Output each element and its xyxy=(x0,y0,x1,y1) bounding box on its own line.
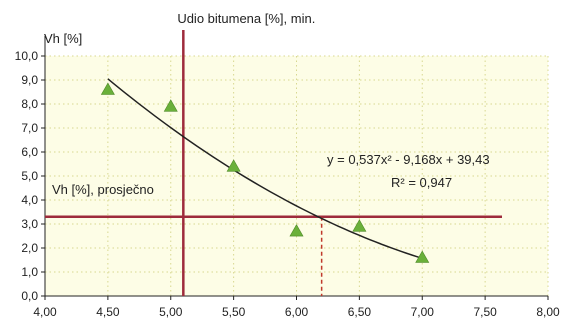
y-tick-label: 5,0 xyxy=(21,169,38,183)
x-tick-label: 4,50 xyxy=(96,305,120,319)
trendline-equation: y = 0,537x² - 9,168x + 39,43 xyxy=(327,152,490,167)
x-tick-labels: 4,00 4,50 5,00 5,50 6,00 6,50 7,00 7,50 8,00 xyxy=(33,305,560,319)
grid-lines xyxy=(45,55,549,296)
trendline-r2: R² = 0,947 xyxy=(391,175,452,190)
y-tick-label: 1,0 xyxy=(21,265,38,279)
x-tick-label: 4,00 xyxy=(33,305,57,319)
y-tick-label: 10,0 xyxy=(15,49,39,63)
reference-lines xyxy=(45,30,502,296)
y-tick-label: 9,0 xyxy=(21,73,38,87)
x-tick-label: 6,50 xyxy=(348,305,372,319)
y-tick-label: 6,0 xyxy=(21,145,38,159)
data-point xyxy=(289,224,304,237)
data-point xyxy=(352,219,367,232)
data-point xyxy=(100,82,115,95)
horizontal-line-label: Vh [%], prosječno xyxy=(52,182,154,197)
x-tick-label: 5,50 xyxy=(222,305,246,319)
y-tick-label: 0,0 xyxy=(21,289,38,303)
y-axis-label: Vh [%] xyxy=(44,31,82,46)
data-point xyxy=(226,159,241,172)
y-tick-label: 3,0 xyxy=(21,217,38,231)
data-points xyxy=(100,82,430,263)
x-tick-label: 7,50 xyxy=(473,305,497,319)
y-tick-label: 4,0 xyxy=(21,193,38,207)
data-point xyxy=(163,99,178,112)
y-tick-labels: 0,0 1,0 2,0 3,0 4,0 5,0 6,0 7,0 8,0 9,0 10,0 xyxy=(15,49,39,303)
trendline-curve xyxy=(107,78,423,260)
trendline xyxy=(107,78,423,260)
vertical-line-label: Udio bitumena [%], min. xyxy=(177,11,315,26)
y-tick-label: 2,0 xyxy=(21,241,38,255)
axes xyxy=(41,36,549,300)
x-tick-label: 6,00 xyxy=(285,305,309,319)
x-tick-label: 7,00 xyxy=(411,305,435,319)
y-tick-label: 7,0 xyxy=(21,121,38,135)
data-point xyxy=(415,250,430,263)
x-tick-label: 5,00 xyxy=(159,305,183,319)
x-tick-label: 8,00 xyxy=(536,305,560,319)
y-tick-label: 8,0 xyxy=(21,97,38,111)
